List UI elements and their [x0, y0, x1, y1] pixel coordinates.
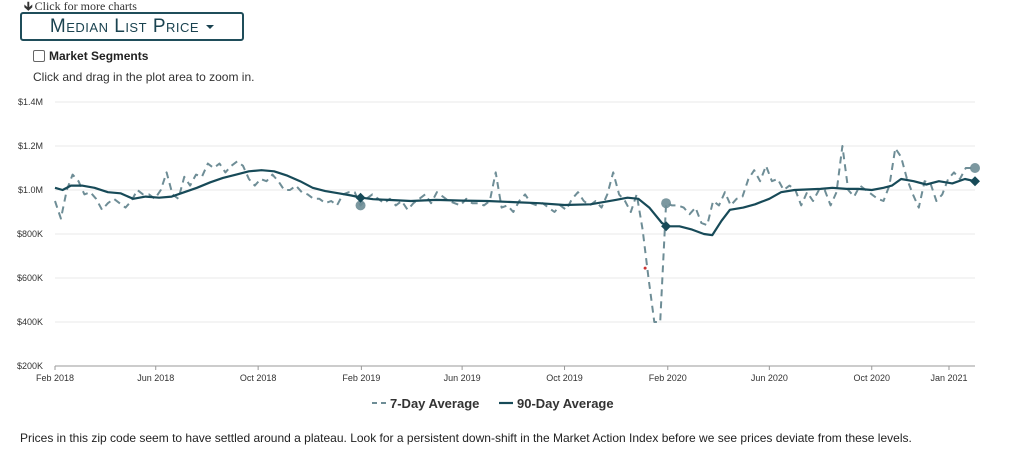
- market-segments-label: Market Segments: [49, 49, 149, 63]
- marker-7-day: [970, 163, 980, 173]
- x-tick-label: Oct 2018: [240, 373, 277, 383]
- x-tick-label: Oct 2020: [853, 373, 890, 383]
- marker-90-day: [355, 192, 366, 203]
- market-segments-toggle[interactable]: Market Segments: [33, 49, 148, 63]
- more-charts-link[interactable]: 🡳 Click for more charts: [24, 0, 137, 18]
- marker-90-day: [970, 176, 980, 187]
- x-tick-label: Jun 2019: [444, 373, 481, 383]
- price-chart[interactable]: $200K $400K $600K $800K $1.0M $1.2M $1.4M Feb 2…: [0, 90, 1024, 420]
- x-tick-label: Oct 2019: [546, 373, 583, 383]
- caret-down-icon: [206, 24, 215, 29]
- y-tick-label: $1.0M: [18, 185, 43, 195]
- x-tick-label: Feb 2018: [36, 373, 74, 383]
- x-tick-label: Feb 2019: [342, 373, 380, 383]
- x-tick-label: Jan 2021: [930, 373, 967, 383]
- y-tick-label: $600K: [17, 273, 43, 283]
- more-charts-label: Click for more charts: [34, 0, 137, 13]
- marker-90-day: [661, 221, 672, 232]
- marker-7-day: [661, 198, 672, 209]
- series-line-90-day: [54, 169, 976, 237]
- arrow-down-icon: 🡳: [24, 0, 33, 13]
- market-commentary: Prices in this zip code seem to have set…: [20, 431, 912, 445]
- x-tick-label: Jun 2018: [137, 373, 174, 383]
- marker-7-day: [355, 200, 366, 211]
- y-tick-label: $200K: [17, 361, 43, 371]
- metric-dropdown-button[interactable]: Median List Price: [20, 12, 244, 41]
- x-tick-label: Jun 2020: [751, 373, 788, 383]
- y-tick-label: $1.4M: [18, 97, 43, 107]
- y-tick-label: $400K: [17, 317, 43, 327]
- market-segments-checkbox[interactable]: [33, 50, 45, 62]
- zoom-hint: Click and drag in the plot area to zoom …: [33, 70, 255, 84]
- y-tick-label: $800K: [17, 229, 43, 239]
- annotation-dot: [643, 266, 647, 270]
- metric-dropdown-label: Median List Price: [49, 15, 200, 37]
- y-tick-label: $1.2M: [18, 141, 43, 151]
- legend-label-90-day: 90-Day Average: [517, 396, 614, 411]
- x-tick-label: Feb 2020: [649, 373, 687, 383]
- legend-label-7-day: 7-Day Average: [390, 396, 479, 411]
